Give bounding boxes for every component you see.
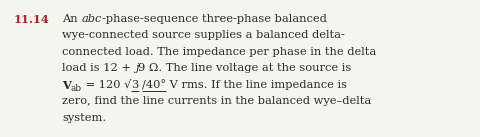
Text: connected load. The impedance per phase in the delta: connected load. The impedance per phase … [62, 47, 375, 57]
Text: zero, find the line currents in the balanced wye–delta: zero, find the line currents in the bala… [62, 96, 371, 106]
Text: V: V [62, 80, 71, 91]
Text: j: j [134, 64, 138, 73]
Text: 9 Ω. The line voltage at the source is: 9 Ω. The line voltage at the source is [138, 64, 351, 73]
Text: An: An [62, 14, 81, 24]
Text: load is 12 +: load is 12 + [62, 64, 134, 73]
Text: 11.14: 11.14 [14, 14, 49, 25]
Text: -phase-sequence three-phase balanced: -phase-sequence three-phase balanced [101, 14, 326, 24]
Text: = 120 √: = 120 √ [82, 80, 131, 90]
Text: abc: abc [81, 14, 101, 24]
Text: wye-connected source supplies a balanced delta-: wye-connected source supplies a balanced… [62, 31, 344, 41]
Text: /40°: /40° [142, 80, 166, 90]
Text: 3: 3 [131, 80, 138, 90]
Text: V rms. If the line impedance is: V rms. If the line impedance is [166, 80, 347, 90]
Text: system.: system. [62, 113, 106, 123]
Text: ab: ab [71, 84, 82, 93]
